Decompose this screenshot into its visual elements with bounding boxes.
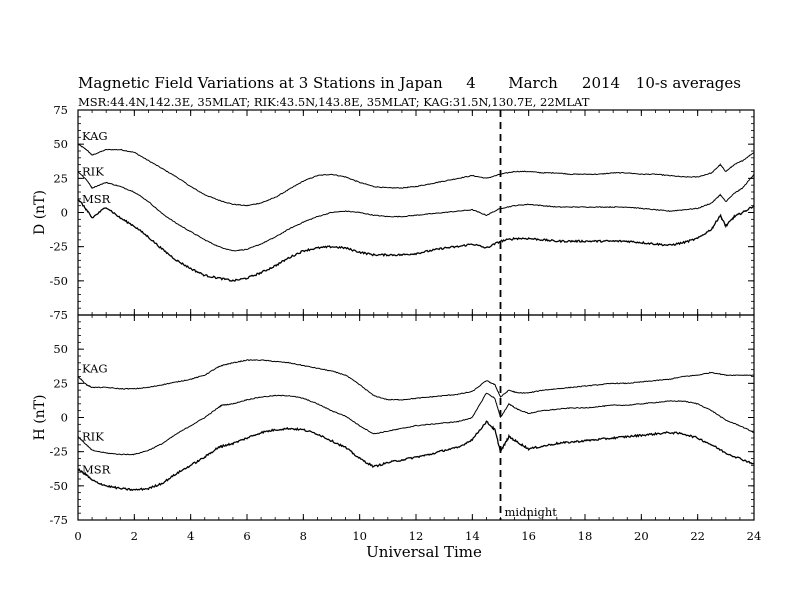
- panel-frame-2: [77, 314, 755, 521]
- plot-panels: 75 50 25 0 -25 -50 -75 D (nT) KAG RIK MSR 50 25 0 -25 -…: [32, 103, 761, 543]
- chart-averaging: 10-s averages: [636, 74, 741, 92]
- series-line-rik: [77, 392, 755, 456]
- x-tick-label: 6: [243, 529, 250, 543]
- y-tick-label: 25: [53, 376, 68, 390]
- y-tick-label: -75: [49, 308, 68, 322]
- chart-date-day: 4: [466, 74, 476, 92]
- x-tick-label: 12: [409, 529, 424, 543]
- y-axis-label: H (nT): [32, 395, 48, 441]
- series-line-kag: [77, 143, 755, 207]
- y-tick-label: -25: [49, 445, 68, 459]
- chart-date-month: March: [508, 74, 558, 92]
- x-tick-label: 14: [465, 529, 480, 543]
- y-tick-label: -50: [49, 274, 68, 288]
- x-tick-label: 16: [521, 529, 536, 543]
- x-tick-label: 2: [131, 529, 138, 543]
- y-tick-label: 50: [53, 137, 68, 151]
- y-tick-label: 75: [53, 103, 68, 117]
- x-axis-label: Universal Time: [366, 543, 482, 561]
- x-tick-label: 8: [300, 529, 307, 543]
- x-tick-label: 22: [690, 529, 705, 543]
- y-tick-label: 0: [61, 411, 68, 425]
- y-tick-label: 50: [53, 342, 68, 356]
- series-line-kag: [77, 359, 755, 401]
- chart-date-year: 2014: [582, 74, 620, 92]
- series-label-msr: MSR: [82, 192, 111, 206]
- series-line-rik: [77, 171, 755, 252]
- x-tick-label: 20: [634, 529, 649, 543]
- y-axis-label: D (nT): [32, 190, 48, 235]
- y-tick-label: -75: [49, 513, 68, 527]
- panel-frame-1: [77, 109, 755, 316]
- chart-title: Magnetic Field Variations at 3 Stations …: [78, 74, 443, 92]
- series-label-kag: KAG: [82, 129, 108, 143]
- x-tick-label: 4: [187, 529, 194, 543]
- series-line-msr: [77, 420, 755, 492]
- chart-subtitle: MSR:44.4N,142.3E, 35MLAT; RIK:43.5N,143.…: [78, 95, 590, 109]
- y-tick-label: 0: [61, 206, 68, 220]
- series-label-rik: RIK: [82, 165, 104, 179]
- midnight-label: midnight: [505, 505, 558, 519]
- x-tick-label: 10: [352, 529, 367, 543]
- y-tick-label: -50: [49, 479, 68, 493]
- series-line-msr: [77, 198, 755, 282]
- series-label-msr: MSR: [82, 462, 111, 476]
- series-label-rik: RIK: [82, 430, 104, 444]
- y-tick-label: 25: [53, 171, 68, 185]
- x-tick-label: 18: [578, 529, 593, 543]
- y-tick-label: -25: [49, 240, 68, 254]
- x-tick-label: 0: [74, 529, 81, 543]
- series-label-kag: KAG: [82, 362, 108, 376]
- x-tick-label: 24: [747, 529, 762, 543]
